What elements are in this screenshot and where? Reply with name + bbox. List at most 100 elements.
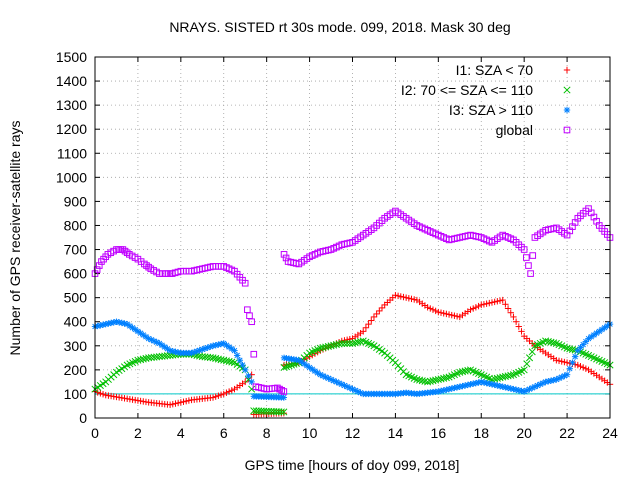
series-3: [91, 318, 614, 401]
interpolated-point: [362, 324, 370, 331]
interpolated-point: [287, 361, 296, 369]
x-tick-label: 24: [602, 425, 618, 441]
interpolated-point: [182, 397, 190, 405]
interpolated-point: [432, 307, 439, 315]
legend-marker-3: [563, 106, 571, 114]
data-point: [520, 246, 528, 253]
interpolated-point: [282, 363, 291, 371]
y-tick-label: 1500: [56, 49, 87, 65]
data-point: [434, 375, 442, 384]
y-tick-label: 600: [64, 266, 88, 282]
interpolated-point: [496, 297, 504, 304]
interpolated-point: [212, 393, 219, 400]
interpolated-point: [502, 301, 509, 308]
interpolated-point: [137, 356, 145, 364]
legend-label-i2: I2: 70 <= SZA <= 110: [401, 82, 533, 98]
data-point: [134, 356, 142, 364]
data-point: [510, 313, 517, 321]
interpolated-point: [410, 296, 418, 303]
interpolated-point: [525, 262, 532, 269]
interpolated-point: [493, 374, 501, 382]
interpolated-point: [245, 372, 252, 380]
interpolated-point: [191, 348, 198, 356]
data-point: [338, 339, 346, 347]
data-point: [280, 394, 288, 401]
interpolated-point: [225, 388, 233, 395]
series-layer: [91, 205, 614, 418]
data-point: [166, 401, 174, 408]
x-tick-label: 8: [263, 425, 271, 441]
chart-title: NRAYS. SISTED rt 30s mode. 099, 2018. Ma…: [169, 19, 510, 35]
data-point: [242, 378, 249, 386]
interpolated-point: [529, 252, 537, 259]
data-point: [563, 344, 571, 352]
interpolated-point: [577, 363, 584, 370]
data-point: [348, 339, 357, 347]
interpolated-point: [525, 354, 534, 362]
interpolated-point: [443, 310, 450, 318]
interpolated-point: [555, 357, 563, 365]
interpolated-point: [378, 304, 386, 312]
interpolated-point: [486, 299, 493, 307]
interpolated-point: [453, 313, 461, 320]
interpolated-point: [222, 357, 230, 365]
interpolated-point: [544, 338, 552, 346]
interpolated-point: [225, 357, 233, 365]
y-tick-label: 0: [79, 410, 87, 426]
interpolated-point: [169, 400, 176, 408]
interpolated-point: [418, 377, 426, 385]
interpolated-point: [523, 360, 531, 368]
interpolated-point: [470, 305, 477, 312]
data-point: [280, 409, 288, 417]
interpolated-point: [373, 310, 380, 318]
interpolated-point: [239, 361, 246, 369]
y-tick-label: 300: [64, 338, 88, 354]
interpolated-point: [437, 375, 445, 383]
data-point: [244, 306, 251, 313]
data-point: [445, 311, 453, 318]
interpolated-point: [504, 305, 512, 312]
interpolated-point: [343, 336, 351, 343]
interpolated-point: [365, 320, 372, 328]
data-point: [563, 371, 571, 378]
y-tick-label: 900: [64, 193, 88, 209]
interpolated-point: [228, 387, 235, 394]
interpolated-point: [561, 358, 568, 366]
interpolated-point: [458, 368, 467, 376]
interpolated-point: [250, 350, 258, 358]
data-point: [209, 394, 217, 401]
data-point: [520, 388, 528, 395]
y-tick-label: 400: [64, 314, 88, 330]
series-4: [91, 205, 614, 395]
x-tick-label: 12: [345, 425, 361, 441]
x-tick-label: 4: [177, 425, 185, 441]
interpolated-point: [512, 318, 520, 325]
interpolated-point: [461, 367, 469, 375]
interpolated-point: [442, 374, 450, 382]
interpolated-point: [416, 376, 424, 384]
x-tick-label: 22: [559, 425, 575, 441]
interpolated-point: [491, 298, 498, 306]
legend-label-i3: I3: SZA > 110: [449, 102, 533, 118]
x-tick-label: 10: [302, 425, 318, 441]
data-point: [424, 304, 431, 311]
interpolated-point: [204, 344, 211, 351]
interpolated-point: [322, 343, 330, 351]
legend-marker-4: [563, 126, 571, 134]
interpolated-point: [408, 295, 415, 303]
interpolated-point: [180, 398, 187, 405]
interpolated-point: [494, 382, 501, 389]
y-tick-label: 500: [64, 290, 88, 306]
interpolated-point: [571, 346, 579, 354]
interpolated-point: [496, 374, 504, 382]
interpolated-point: [472, 304, 480, 311]
interpolated-point: [285, 362, 293, 370]
interpolated-point: [172, 400, 179, 407]
interpolated-point: [437, 309, 445, 316]
interpolated-point: [228, 358, 236, 366]
interpolated-point: [571, 353, 579, 360]
data-point: [177, 399, 185, 406]
interpolated-point: [282, 254, 290, 262]
data-point: [231, 347, 238, 354]
